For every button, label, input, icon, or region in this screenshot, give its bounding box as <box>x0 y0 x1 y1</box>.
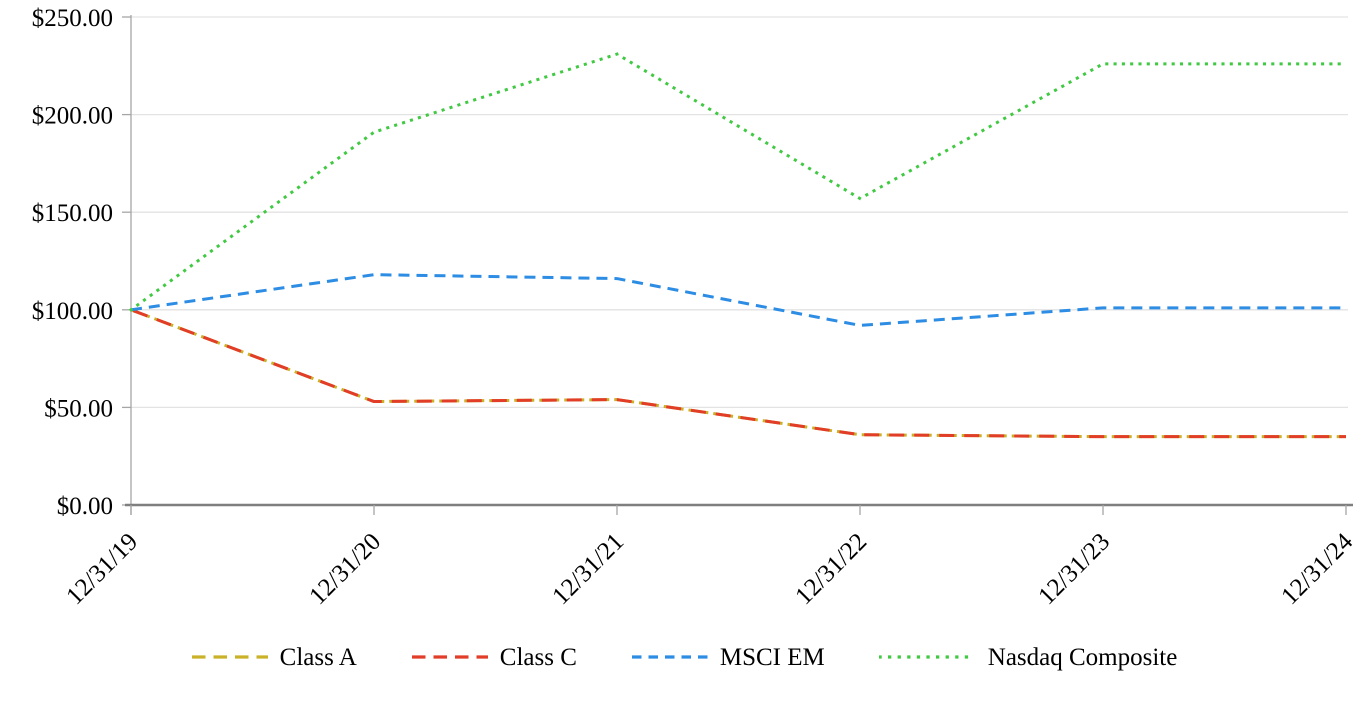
x-axis-tick-label: 12/31/19 <box>61 528 143 610</box>
x-axis-tick-label: 12/31/23 <box>1033 528 1115 610</box>
series-line-nasdaq-composite <box>128 52 1348 312</box>
x-axis-tick-label: 12/31/24 <box>1276 528 1358 610</box>
legend-item-class-c: Class C <box>411 645 577 670</box>
legend-swatch-class-a <box>191 655 268 659</box>
x-axis-tick-label: 12/31/22 <box>790 528 872 610</box>
legend-swatch-msci-em <box>631 655 708 659</box>
series-line-msci-em <box>130 273 1346 327</box>
y-axis-tick-label: $150.00 <box>32 200 113 227</box>
y-axis-tick-label: $50.00 <box>44 395 113 422</box>
x-axis-tick-label: 12/31/20 <box>304 528 386 610</box>
legend-label-msci-em: MSCI EM <box>719 643 825 671</box>
y-axis-tick-label: $100.00 <box>32 298 113 325</box>
y-axis-tick-label: $250.00 <box>32 5 113 32</box>
legend-item-class-a: Class A <box>191 645 357 670</box>
legend-swatch-nasdaq-composite <box>878 655 977 659</box>
y-axis-tick-label: $0.00 <box>57 493 113 520</box>
legend-label-class-a: Class A <box>279 643 357 671</box>
series-line-class-c <box>130 308 1346 439</box>
legend-swatch-class-c <box>411 655 488 659</box>
legend-item-nasdaq-composite: Nasdaq Composite <box>878 643 1178 671</box>
legend-label-nasdaq-composite: Nasdaq Composite <box>987 643 1178 671</box>
chart-legend: Class A Class C MSCI EM Nasdaq Composite <box>0 640 1368 674</box>
legend-item-msci-em: MSCI EM <box>631 645 825 670</box>
x-axis-tick-label: 12/31/21 <box>547 528 629 610</box>
y-axis-tick-label: $200.00 <box>32 103 113 130</box>
legend-label-class-c: Class C <box>499 643 577 671</box>
series-line-class-a <box>130 308 1346 439</box>
